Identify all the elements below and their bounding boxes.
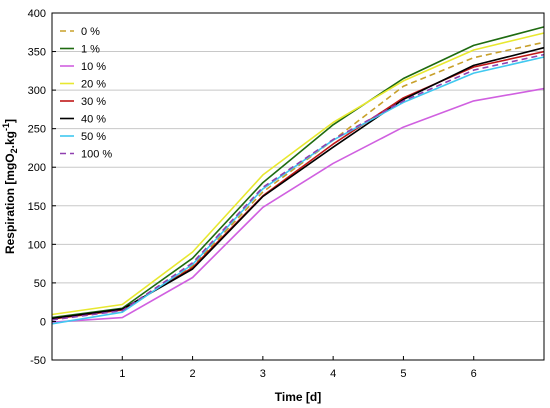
y-tick-label: 300 bbox=[28, 85, 46, 97]
y-tick-label: 100 bbox=[28, 239, 46, 251]
y-tick-label: 150 bbox=[28, 201, 46, 213]
x-axis-title: Time [d] bbox=[275, 390, 321, 404]
legend-label: 20 % bbox=[81, 79, 106, 91]
y-tick-label: -50 bbox=[30, 355, 46, 367]
x-axis-ticks: 1 2 3 4 5 6 bbox=[119, 356, 477, 380]
series-line-2 bbox=[51, 87, 545, 323]
series-line-7 bbox=[51, 53, 545, 321]
series-line-5 bbox=[51, 46, 545, 320]
series-lines bbox=[51, 26, 545, 325]
y-tick-label: 0 bbox=[40, 316, 46, 328]
y-tick-label: 50 bbox=[34, 278, 46, 290]
grid bbox=[52, 51, 544, 322]
legend-label: 1 % bbox=[81, 44, 100, 56]
y-tick-label: 350 bbox=[28, 47, 46, 59]
legend-label: 100 % bbox=[81, 149, 112, 161]
y-tick-label: 250 bbox=[28, 124, 46, 136]
series-line-0 bbox=[51, 41, 545, 320]
x-tick-label: 2 bbox=[190, 368, 196, 380]
y-tick-label: 200 bbox=[28, 162, 46, 174]
x-tick-label: 3 bbox=[260, 368, 266, 380]
legend: 0 % 1 % 10 % 20 % 30 % 40 % 50 % 100 % bbox=[60, 26, 112, 161]
x-tick-label: 5 bbox=[400, 368, 406, 380]
x-tick-label: 6 bbox=[471, 368, 477, 380]
y-tick-label: 400 bbox=[28, 8, 46, 20]
x-tick-label: 4 bbox=[330, 368, 336, 380]
legend-label: 0 % bbox=[81, 26, 100, 38]
series-line-1 bbox=[51, 26, 545, 319]
y-axis-title: Respiration [mgO2.kg-1] bbox=[1, 119, 19, 254]
legend-label: 40 % bbox=[81, 114, 106, 126]
plot-frame bbox=[51, 12, 545, 361]
legend-label: 10 % bbox=[81, 61, 106, 73]
series-line-6 bbox=[51, 56, 545, 325]
series-line-3 bbox=[51, 32, 545, 316]
y-axis-ticks: -50 0 50 100 150 200 250 300 350 400 bbox=[28, 8, 56, 367]
legend-label: 30 % bbox=[81, 96, 106, 108]
legend-label: 50 % bbox=[81, 131, 106, 143]
x-tick-label: 1 bbox=[119, 368, 125, 380]
